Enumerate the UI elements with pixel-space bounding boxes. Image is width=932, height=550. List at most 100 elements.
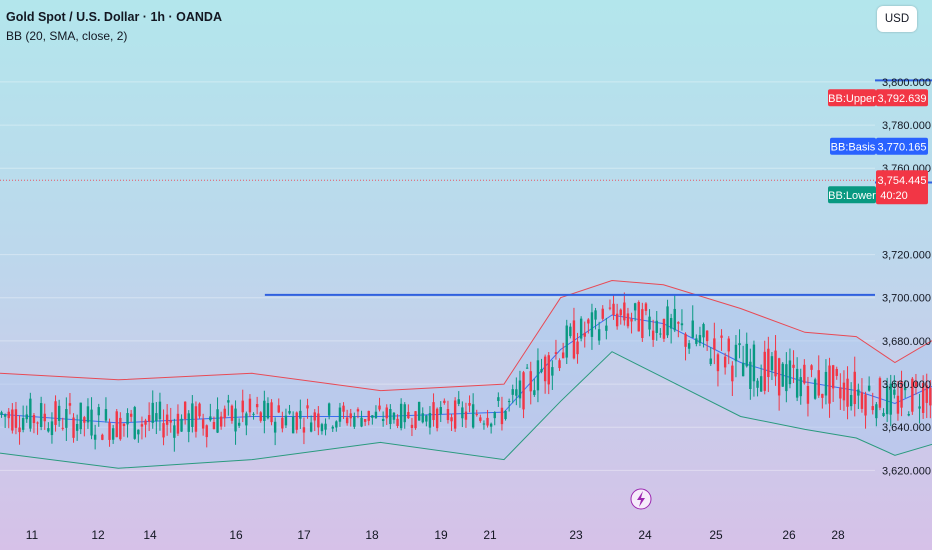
horizontal-levels[interactable] xyxy=(0,79,932,296)
candle-body xyxy=(781,363,784,387)
candle-body xyxy=(115,411,118,438)
candle-body xyxy=(302,427,306,433)
candle-body xyxy=(698,335,702,344)
candle-body xyxy=(162,423,165,438)
candle-body xyxy=(860,392,864,409)
candle-body xyxy=(515,389,518,396)
bar-countdown: 40:20 xyxy=(880,190,908,202)
candle-body xyxy=(475,414,478,416)
candle-body xyxy=(723,356,727,368)
candle-body xyxy=(633,303,637,311)
candle-body xyxy=(18,427,21,433)
candle-body xyxy=(435,408,439,429)
candle-body xyxy=(626,313,630,327)
candle-body xyxy=(792,364,795,368)
candle-body xyxy=(486,417,489,426)
date-tick-label: 18 xyxy=(365,528,379,542)
candle-body xyxy=(709,358,712,365)
candle-body xyxy=(83,417,86,423)
price-tick-label: 3,660.000 xyxy=(882,379,931,391)
candle-body xyxy=(777,358,781,396)
candle-body xyxy=(727,338,730,352)
candle-body xyxy=(245,413,248,426)
candle-body xyxy=(511,389,514,395)
candle-body xyxy=(565,325,568,358)
price-axis[interactable]: 3,800.0003,780.0003,760.0003,720.0003,70… xyxy=(882,77,931,478)
candle-body xyxy=(554,352,558,354)
currency-button[interactable]: USD xyxy=(877,6,917,32)
candle-body xyxy=(579,318,583,339)
candle-body xyxy=(655,320,658,333)
indicator-label[interactable]: BB (20, SMA, close, 2) xyxy=(6,29,128,43)
candle-body xyxy=(378,405,381,410)
candle-body xyxy=(529,371,532,392)
candle-body xyxy=(702,324,705,338)
candle-body xyxy=(525,367,529,369)
candle-body xyxy=(11,409,14,431)
candle-body xyxy=(36,422,39,424)
candle-body xyxy=(543,356,547,382)
candle-body xyxy=(864,394,867,416)
candle-body xyxy=(590,312,594,337)
candle-body xyxy=(212,422,216,430)
candle-body xyxy=(576,341,579,355)
candle-body xyxy=(39,403,43,428)
candle-body xyxy=(61,427,64,429)
candle-body xyxy=(720,335,723,338)
candle-body xyxy=(601,308,604,319)
candle-body xyxy=(900,381,903,408)
date-tick-label: 16 xyxy=(229,528,243,542)
candle-body xyxy=(885,385,889,415)
candle-body xyxy=(561,352,565,359)
candle-body xyxy=(324,423,327,430)
candle-body xyxy=(320,424,324,432)
date-tick-label: 14 xyxy=(143,528,157,542)
candle-body xyxy=(335,421,338,428)
candle-body xyxy=(288,410,291,414)
candle-body xyxy=(903,387,907,391)
candle-body xyxy=(137,429,140,435)
candle-body xyxy=(371,415,374,418)
date-tick-label: 17 xyxy=(297,528,311,542)
candle-body xyxy=(108,422,111,440)
date-tick-label: 19 xyxy=(434,528,448,542)
price-tick-label: 3,700.000 xyxy=(882,293,931,305)
candle-body xyxy=(57,405,61,421)
candle-body xyxy=(547,355,550,385)
candle-body xyxy=(464,411,468,420)
lightning-icon[interactable] xyxy=(630,488,652,510)
candle-body xyxy=(50,421,54,436)
candle-body xyxy=(914,381,918,387)
bb-lower-tag: BB:Lower xyxy=(828,190,876,202)
candle-body xyxy=(21,418,25,430)
candle-body xyxy=(176,413,180,434)
candle-body xyxy=(194,406,198,432)
bb-basis-value: 3,770.165 xyxy=(878,141,927,153)
candle-body xyxy=(846,378,849,407)
candle-body xyxy=(849,394,853,407)
candle-body xyxy=(165,414,169,425)
candle-body xyxy=(0,412,3,415)
candle-body xyxy=(399,403,403,429)
date-tick-label: 28 xyxy=(831,528,845,542)
bb-upper-value: 3,792.639 xyxy=(878,93,927,105)
candle-body xyxy=(615,313,619,327)
candle-body xyxy=(680,323,684,326)
candle-body xyxy=(803,364,806,384)
candle-body xyxy=(317,413,320,428)
bb-upper-tag: BB:Upper xyxy=(828,93,876,105)
candle-body xyxy=(666,306,669,336)
date-axis[interactable]: 11 12 14 16 17 18 19 21 23 24 25 26 28 xyxy=(26,528,845,542)
candle-body xyxy=(295,412,298,430)
date-tick-label: 23 xyxy=(569,528,583,542)
candle-body xyxy=(349,413,352,419)
candle-body xyxy=(489,423,493,427)
candle-body xyxy=(569,326,572,337)
candle-body xyxy=(867,385,871,391)
symbol-title: Gold Spot / U.S. Dollar · 1h · OANDA xyxy=(6,10,222,24)
candle-body xyxy=(536,360,540,391)
candle-body xyxy=(533,390,536,395)
candle-body xyxy=(443,400,446,403)
candle-body xyxy=(79,402,82,430)
